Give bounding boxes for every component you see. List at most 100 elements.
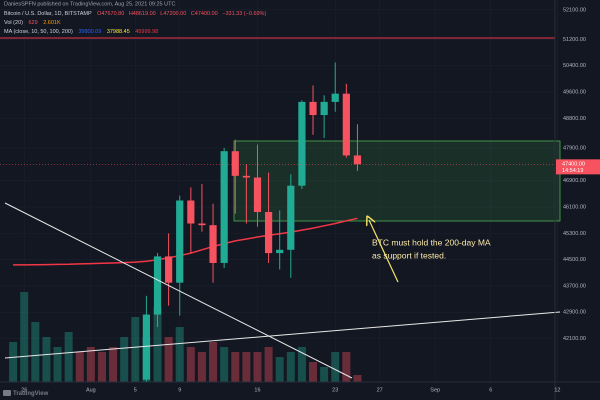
- x-tick-label: Sep: [430, 387, 440, 393]
- volume-bar: [164, 337, 173, 382]
- y-tick-label: 46100.00: [563, 205, 586, 211]
- axes: 52100.00 51200.00 50400.00 49600.00 48800.00…: [0, 7, 600, 393]
- x-tick-label: 16: [254, 387, 260, 393]
- candle-body: [331, 93, 339, 102]
- symbol: Bitcoin / U.S. Dollar, 1D, BITSTAMP: [4, 11, 92, 17]
- y-tick-label: 49600.00: [563, 89, 586, 95]
- volume-bar: [175, 327, 184, 382]
- trendline: [4, 202, 353, 379]
- candle-body: [298, 101, 306, 186]
- logo: [3, 390, 11, 396]
- candle-body: [276, 249, 284, 254]
- ohlc: H48619.00: [129, 11, 156, 17]
- volume-bar: [342, 352, 351, 382]
- volume-bar: [309, 362, 318, 382]
- volume-bar: [86, 347, 95, 382]
- annotation: BTC must hold the 200-day MA: [372, 237, 491, 247]
- volume-bar: [131, 317, 140, 382]
- candle-body: [309, 101, 317, 116]
- candle-body: [198, 223, 206, 226]
- ohlc: O47670.80: [97, 11, 124, 17]
- volume-bar: [209, 342, 218, 382]
- volume-bar: [64, 332, 73, 382]
- x-tick-label: 5: [134, 387, 137, 393]
- x-tick-label: 6: [489, 387, 492, 393]
- volume-bar: [31, 322, 40, 382]
- ohlc: C47400.00: [191, 11, 218, 17]
- y-tick-label: 45300.00: [563, 231, 586, 237]
- candle-body: [142, 314, 151, 380]
- support-zone: [233, 140, 561, 222]
- x-tick-label: 12: [554, 387, 560, 393]
- volume-bar: [153, 307, 162, 382]
- volume-bar: [75, 352, 84, 382]
- candle-body: [342, 93, 350, 156]
- x-tick-label: 27: [377, 387, 383, 393]
- y-tick-label: 50400.00: [563, 63, 586, 69]
- ma-line: [13, 217, 358, 266]
- y-tick-label: 52100.00: [563, 7, 586, 13]
- volume-bar: [220, 347, 229, 382]
- candle-body: [220, 151, 228, 263]
- volume-bar: [97, 352, 106, 382]
- volume-bar: [353, 375, 362, 382]
- trendline: [4, 311, 561, 359]
- candle-body: [320, 101, 328, 116]
- volume-bar: [320, 367, 329, 382]
- candle-body: [242, 175, 250, 178]
- volume-bar: [186, 347, 195, 382]
- y-tick-label: 48800.00: [563, 116, 586, 122]
- x-tick-label: 9: [178, 387, 181, 393]
- y-tick-label: 51200.00: [563, 37, 586, 43]
- header: DaniesSPFN published on TradingView.com,…: [4, 1, 175, 7]
- y-tick-label: 43700.00: [563, 283, 586, 289]
- volume-bar: [253, 352, 262, 382]
- candle-body: [165, 256, 173, 283]
- candle-body: [231, 151, 239, 176]
- legend-row: MA (close, 10, 50, 100, 200) 39800.09 37…: [4, 29, 158, 35]
- ma-value: 39800.09: [78, 29, 101, 35]
- volume-bar: [120, 337, 129, 382]
- y-tick-label: 46900.00: [563, 178, 586, 184]
- annotation: as support if tested.: [372, 250, 446, 260]
- volume-bar: [286, 352, 295, 382]
- ma-value: 45999.98: [135, 29, 158, 35]
- grid: [0, 0, 558, 382]
- watermark: TradingView: [3, 390, 49, 397]
- volume-bar: [242, 352, 251, 382]
- volume-bar: [331, 352, 340, 382]
- ma-value: 37988.45: [107, 29, 130, 35]
- vol-ma: 2.601K: [43, 20, 61, 26]
- arrow: [369, 220, 399, 283]
- candle-body: [176, 200, 184, 283]
- volume-bar: [53, 347, 62, 382]
- price-tag: [556, 159, 600, 175]
- candle-body: [187, 200, 195, 224]
- candle-body: [153, 256, 162, 315]
- candle-body: [253, 177, 262, 213]
- legend-row: Vol (20) 629 2.601K: [4, 20, 61, 26]
- vol-last: 629: [29, 20, 38, 26]
- candle-body: [209, 225, 217, 263]
- y-tick-label: 44500.00: [563, 257, 586, 263]
- countdown: 14:54:19: [562, 168, 583, 174]
- volume-bar: [297, 347, 306, 382]
- candle-body: [353, 155, 362, 165]
- volume-bar: [275, 357, 284, 382]
- price-tag-label: 47400.00: [562, 161, 585, 167]
- y-tick-label: 42900.00: [563, 310, 586, 316]
- ohlc: L47200.00: [160, 11, 186, 17]
- ma-name: MA (close, 10, 50, 100, 200): [4, 29, 73, 35]
- volume-bar: [20, 292, 29, 382]
- vol-name: Vol (20): [4, 20, 23, 26]
- price-layer: [13, 62, 362, 382]
- candle-body: [287, 185, 295, 250]
- volume-bar: [109, 347, 118, 382]
- candle-body: [264, 212, 273, 254]
- volume-bar: [231, 352, 240, 382]
- x-tick-label: 23: [332, 387, 338, 393]
- volume-bar: [42, 337, 51, 382]
- watermark-text: TradingView: [13, 391, 49, 397]
- x-tick-label: Aug: [86, 387, 96, 393]
